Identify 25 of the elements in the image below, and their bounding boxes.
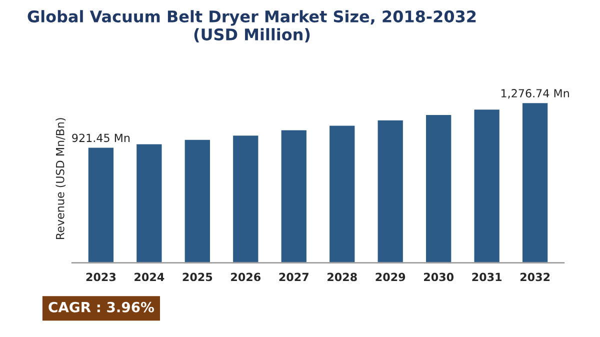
chart-title: Global Vacuum Belt Dryer Market Size, 2018-2032 (USD Million) <box>28 10 476 42</box>
x-tick-label: 2023 <box>86 272 116 282</box>
x-tick-label: 2024 <box>134 272 164 282</box>
bar <box>424 114 453 263</box>
x-tick-label: 2030 <box>424 272 454 282</box>
bar <box>135 142 164 263</box>
x-tick-label: 2028 <box>328 272 357 282</box>
bar <box>183 138 212 263</box>
bar <box>328 124 356 263</box>
x-tick-label: 2031 <box>472 272 502 282</box>
bar <box>521 102 550 263</box>
data-label: 1,276.74 Mn <box>501 89 569 99</box>
bar <box>280 128 308 263</box>
bar <box>86 146 115 263</box>
x-tick-label: 2025 <box>182 272 212 282</box>
y-axis-title: Revenue (USD Mn/Bn) <box>56 118 66 239</box>
bar <box>472 108 501 263</box>
text: CAGR : 3.96% <box>48 302 154 312</box>
x-tick-label: 2026 <box>231 272 261 282</box>
x-tick-label: 2032 <box>520 272 550 282</box>
bar <box>232 134 260 263</box>
x-tick-label: 2027 <box>279 272 308 282</box>
x-tick-label: 2029 <box>376 272 406 282</box>
data-label: 921.45 Mn <box>72 134 130 142</box>
bar <box>376 119 404 263</box>
